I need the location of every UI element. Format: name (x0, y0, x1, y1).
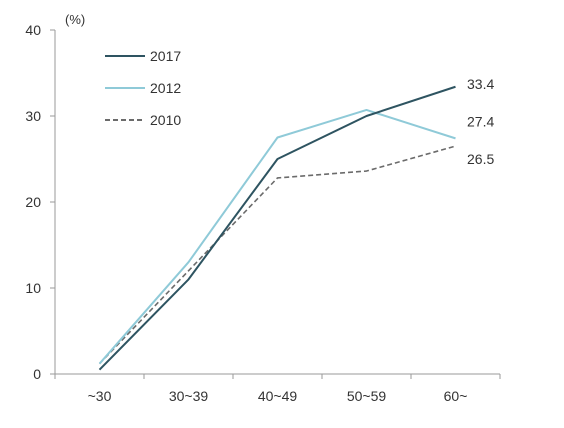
x-tick-label: ~30 (88, 388, 112, 404)
legend-label-2017: 2017 (150, 48, 181, 64)
x-tick-label: 50~59 (347, 388, 387, 404)
y-tick-label: 10 (25, 280, 41, 296)
legend-label-2012: 2012 (150, 80, 181, 96)
y-tick-label: 20 (25, 194, 41, 210)
series-line-2010 (98, 145, 456, 365)
data-label-2010: 26.5 (467, 151, 494, 167)
y-tick-label: 40 (25, 22, 41, 38)
x-tick-label: 30~39 (169, 388, 209, 404)
x-tick-label: 60~ (444, 388, 468, 404)
series-line-2017 (98, 85, 456, 371)
y-tick-label: 30 (25, 108, 41, 124)
legend: 2017 2012 2010 (105, 48, 181, 128)
series-line-2012 (98, 108, 456, 365)
series-layer (98, 85, 456, 371)
legend-label-2010: 2010 (150, 112, 181, 128)
x-tick-label: 40~49 (258, 388, 298, 404)
data-label-2012: 27.4 (467, 113, 494, 129)
data-labels: 33.4 27.4 26.5 (467, 76, 494, 167)
axes: 0 10 20 30 40 (%) ~30 30~39 40~49 50~59 60~ (25, 12, 501, 404)
y-tick-label: 0 (33, 366, 41, 382)
data-label-2017: 33.4 (467, 76, 494, 92)
y-unit-label: (%) (65, 12, 85, 27)
